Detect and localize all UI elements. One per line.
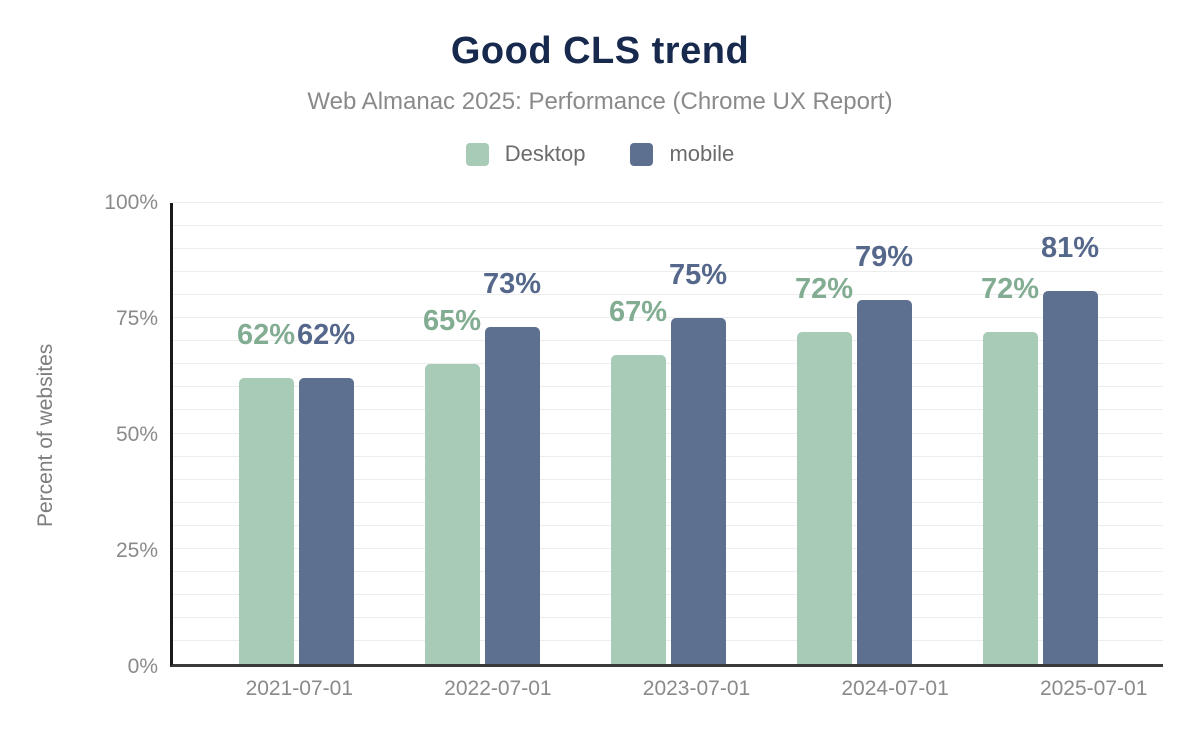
- bar-desktop[interactable]: [424, 364, 480, 664]
- bar-slot-mobile: 81%: [1040, 203, 1100, 664]
- value-label-mobile: 73%: [482, 268, 542, 301]
- gridline: [173, 501, 1163, 503]
- gridline: [173, 363, 1163, 365]
- gridline: [173, 294, 1163, 296]
- x-tick-label: 2021-07-01: [245, 677, 353, 700]
- bar-desktop[interactable]: [796, 332, 852, 664]
- gridline: [173, 478, 1163, 480]
- bar-desktop[interactable]: [238, 378, 294, 664]
- gridline: [173, 455, 1163, 457]
- bar-group: 72% 81%: [947, 203, 1133, 664]
- x-tick-label: 2022-07-01: [444, 677, 552, 700]
- bar-mobile[interactable]: [484, 327, 540, 664]
- x-tick-label: 2025-07-01: [1039, 677, 1148, 700]
- gridline: [173, 547, 1163, 549]
- legend-label-mobile: mobile: [669, 141, 735, 166]
- y-tick-label: 100%: [104, 191, 158, 214]
- bar-slot-desktop: 72%: [980, 203, 1040, 664]
- bar-slot-desktop: 72%: [794, 203, 854, 664]
- gridline: [173, 317, 1163, 319]
- bar-groups: 62% 62% 65% 73% 67% 75% 72% 79% 72% 81%: [173, 203, 1163, 664]
- bar-group: 67% 75%: [575, 203, 761, 664]
- chart-title: Good CLS trend: [450, 30, 750, 72]
- gridline: [173, 386, 1163, 388]
- gridline: [173, 593, 1163, 595]
- y-axis-ticks: 0% 25% 50% 75% 100%: [0, 191, 158, 678]
- plot-area: 62% 62% 65% 73% 67% 75% 72% 79% 72% 81%: [170, 202, 1163, 667]
- bar-slot-mobile: 62%: [296, 203, 356, 664]
- gridline: [173, 570, 1163, 572]
- y-tick-label: 0%: [127, 655, 158, 678]
- value-label-mobile: 79%: [854, 240, 914, 273]
- x-tick-label: 2024-07-01: [841, 677, 949, 700]
- chart-subtitle: Web Almanac 2025: Performance (Chrome UX…: [307, 88, 893, 115]
- value-label-mobile: 81%: [1040, 231, 1100, 264]
- legend-item-desktop[interactable]: Desktop: [465, 141, 586, 167]
- bar-group: 65% 73%: [389, 203, 575, 664]
- bar-group: 62% 62%: [203, 203, 389, 664]
- value-label-desktop: 62%: [236, 319, 296, 352]
- value-label-desktop: 72%: [794, 273, 854, 306]
- bar-slot-mobile: 73%: [482, 203, 542, 664]
- bar-mobile[interactable]: [298, 378, 354, 664]
- y-tick-label: 50%: [115, 423, 158, 446]
- x-axis-labels: 2021-07-01 2022-07-01 2023-07-01 2024-07-01…: [170, 677, 1200, 701]
- gridline: [173, 271, 1163, 273]
- bar-mobile[interactable]: [1042, 290, 1098, 664]
- value-label-desktop: 72%: [980, 273, 1040, 306]
- bar-desktop[interactable]: [982, 332, 1038, 664]
- legend-swatch-mobile: [630, 142, 654, 166]
- x-tick-label: 2023-07-01: [642, 677, 751, 700]
- bar-slot-mobile: 75%: [668, 203, 728, 664]
- legend-swatch-desktop: [465, 142, 489, 166]
- gridline: [173, 524, 1163, 526]
- bar-slot-mobile: 79%: [854, 203, 914, 664]
- bar-desktop[interactable]: [610, 355, 666, 664]
- gridline: [173, 639, 1163, 641]
- gridline: [173, 432, 1163, 434]
- legend-item-mobile[interactable]: mobile: [630, 141, 734, 167]
- bar-mobile[interactable]: [856, 299, 912, 664]
- gridline: [173, 225, 1163, 227]
- value-label-mobile: 75%: [668, 259, 728, 292]
- gridline: [173, 340, 1163, 342]
- bar-slot-desktop: 62%: [236, 203, 296, 664]
- value-label-desktop: 67%: [608, 296, 668, 329]
- value-label-desktop: 65%: [422, 305, 482, 338]
- bar-slot-desktop: 65%: [422, 203, 482, 664]
- value-label-mobile: 62%: [296, 319, 356, 352]
- bar-mobile[interactable]: [670, 318, 726, 664]
- gridline: [173, 616, 1163, 618]
- gridline: [173, 409, 1163, 411]
- bar-group: 72% 79%: [761, 203, 947, 664]
- bar-slot-desktop: 67%: [608, 203, 668, 664]
- y-tick-label: 75%: [115, 307, 158, 330]
- gridline: [173, 248, 1163, 250]
- legend: Desktop mobile: [0, 141, 1200, 167]
- y-tick-label: 25%: [115, 539, 158, 562]
- legend-label-desktop: Desktop: [504, 141, 586, 166]
- gridline: [173, 202, 1163, 203]
